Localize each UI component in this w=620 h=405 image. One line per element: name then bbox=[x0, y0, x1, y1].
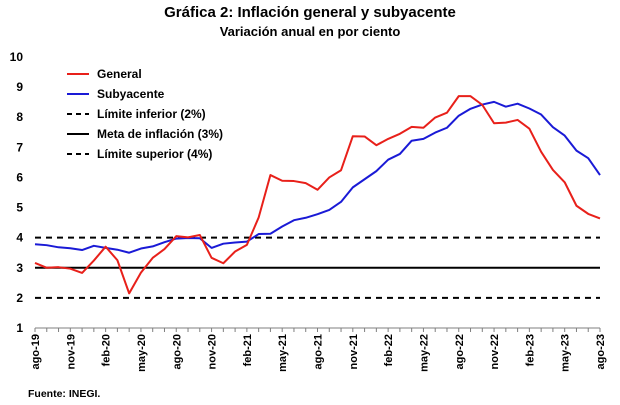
legend-label: Meta de inflación (3%) bbox=[97, 127, 223, 141]
x-tick-label: ago-19 bbox=[30, 334, 42, 369]
y-tick-label: 2 bbox=[16, 291, 23, 305]
y-tick-label: 8 bbox=[16, 110, 23, 124]
y-tick-label: 1 bbox=[16, 321, 23, 335]
y-tick-label: 6 bbox=[16, 170, 23, 184]
series-lines bbox=[34, 95, 601, 299]
x-tick-label: feb-20 bbox=[101, 334, 113, 366]
x-tick-label: feb-22 bbox=[383, 334, 395, 366]
axes: 1 2 3 4 5 6 7 8 9 10 ago-19 nov-19 feb-20 may-20 ago-2… bbox=[10, 50, 607, 372]
x-tick-label: may-23 bbox=[560, 334, 572, 372]
chart-title: Gráfica 2: Inflación general y subyacent… bbox=[164, 4, 456, 21]
x-tick-label: ago-23 bbox=[595, 334, 607, 369]
x-tick-label: ago-22 bbox=[454, 334, 466, 369]
x-tick-label: nov-20 bbox=[207, 334, 219, 369]
legend-label: Límite inferior (2%) bbox=[97, 107, 206, 121]
series-line-1 bbox=[34, 100, 601, 254]
x-tick-label: may-20 bbox=[136, 334, 148, 372]
x-tick-label: feb-23 bbox=[524, 334, 536, 366]
y-tick-label: 3 bbox=[16, 261, 23, 275]
x-tick-label: nov-19 bbox=[65, 334, 77, 369]
series-line-0 bbox=[34, 95, 601, 295]
x-tick-label: ago-20 bbox=[171, 334, 183, 369]
legend: General Subyacente Límite inferior (2%) Met… bbox=[67, 67, 223, 161]
chart-source: Fuente: INEGI. bbox=[28, 388, 101, 400]
x-tick-label: may-22 bbox=[418, 334, 430, 372]
x-tick-label: ago-21 bbox=[313, 334, 325, 369]
x-tick-label: may-21 bbox=[277, 334, 289, 372]
x-tick-label: feb-21 bbox=[242, 334, 254, 366]
y-tick-label: 5 bbox=[16, 201, 23, 215]
y-tick-label: 9 bbox=[16, 80, 23, 94]
x-tick-label: nov-22 bbox=[489, 334, 501, 369]
x-tick-label: nov-21 bbox=[348, 334, 360, 369]
y-tick-label: 4 bbox=[16, 231, 23, 245]
legend-label: Subyacente bbox=[97, 87, 165, 101]
legend-label: General bbox=[97, 67, 142, 81]
chart-subtitle: Variación anual en por ciento bbox=[219, 24, 401, 39]
y-tick-label: 10 bbox=[10, 50, 24, 64]
y-tick-label: 7 bbox=[16, 140, 23, 154]
legend-label: Límite superior (4%) bbox=[97, 147, 212, 161]
